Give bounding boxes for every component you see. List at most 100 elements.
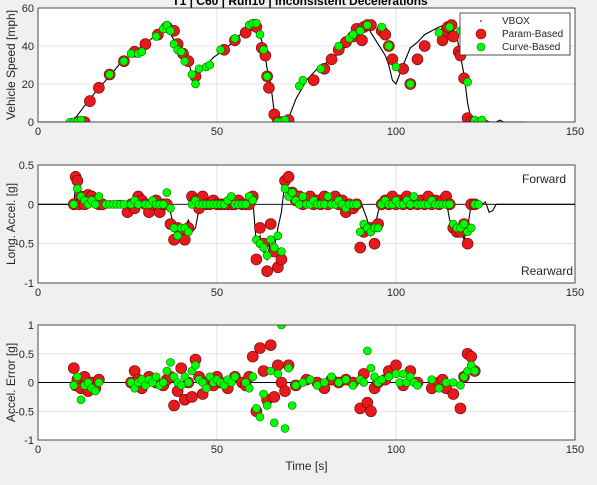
error-point-curve-based <box>291 381 301 390</box>
accel-point-curve-based <box>162 188 172 197</box>
speed-point-curve-based <box>126 49 136 58</box>
accel-point-curve-based <box>173 231 182 241</box>
error-point-curve-based <box>94 378 104 387</box>
error-point-curve-based <box>384 372 394 382</box>
error-point-curve-based <box>262 401 272 410</box>
annotation-rearward: Rearward <box>521 264 573 278</box>
error-xlabel: Time [s] <box>285 459 327 473</box>
error-point-param-based <box>175 362 187 374</box>
accel-point-param-based <box>282 171 295 183</box>
legend-vbox-label: VBOX <box>502 16 530 27</box>
error-ytick-label: 0 <box>28 378 34 390</box>
accel-point-curve-based <box>295 200 304 209</box>
speed-point-curve-based <box>105 70 114 79</box>
accel-point-curve-based <box>73 184 82 193</box>
accel-point-curve-based <box>248 196 258 205</box>
error-point-curve-based <box>298 378 308 387</box>
accel-xtick-label: 50 <box>211 287 223 299</box>
error-point-curve-based <box>277 325 286 330</box>
accel-data-layer <box>38 171 575 278</box>
error-point-curve-based <box>201 383 211 393</box>
speed-point-param-based <box>356 34 368 47</box>
speed-point-curve-based <box>230 34 240 43</box>
speed-point-curve-based <box>280 115 290 122</box>
error-point-curve-based <box>341 375 351 384</box>
error-point-curve-based <box>166 358 175 367</box>
error-point-curve-based <box>273 369 283 379</box>
accel-ytick-label: 0.5 <box>19 160 34 172</box>
accel-point-curve-based <box>259 243 268 252</box>
accel-point-curve-based <box>352 200 361 209</box>
accel-point-curve-based <box>466 223 476 233</box>
accel-point-param-based <box>250 253 263 266</box>
error-xtick-label: 50 <box>211 444 223 456</box>
annotation-forward: Forward <box>522 172 566 186</box>
error-point-curve-based <box>76 395 86 405</box>
error-point-curve-based <box>162 366 172 376</box>
speed-xtick-label: 50 <box>211 126 223 138</box>
error-point-curve-based <box>287 401 297 410</box>
error-point-curve-based <box>280 424 290 433</box>
error-point-curve-based <box>176 381 186 390</box>
accel-point-curve-based <box>355 227 365 237</box>
speed-point-curve-based <box>262 72 272 81</box>
error-point-param-based <box>268 391 281 403</box>
accel-point-curve-based <box>287 188 297 197</box>
accel-ylabel: Long. Accel. [g] <box>4 183 18 265</box>
accel-ytick-label: -0.5 <box>15 239 34 251</box>
error-point-param-based <box>365 405 377 418</box>
accel-point-curve-based <box>94 192 104 201</box>
error-point-curve-based <box>312 381 322 390</box>
accel-point-curve-based <box>241 200 250 209</box>
speed-xtick-label: 0 <box>35 126 41 138</box>
accel-point-curve-based <box>133 200 143 209</box>
accel-point-curve-based <box>373 223 383 233</box>
error-point-curve-based <box>434 383 444 393</box>
accel-point-curve-based <box>166 203 175 213</box>
legend-vbox-marker <box>480 20 482 22</box>
speed-point-curve-based <box>259 45 268 55</box>
accel-point-param-based <box>368 237 381 250</box>
error-point-curve-based <box>456 381 465 390</box>
error-point-param-based <box>390 359 402 372</box>
error-ytick-label: -0.5 <box>15 406 34 418</box>
legend: VBOX Param-Based Curve-Based <box>459 12 571 56</box>
speed-point-curve-based <box>252 18 261 28</box>
speed-point-curve-based <box>151 32 161 41</box>
error-point-curve-based <box>366 363 376 373</box>
speed-point-param-based <box>447 30 460 43</box>
error-ytick-label: -1 <box>24 435 34 447</box>
speed-point-curve-based <box>434 28 444 38</box>
error-point-curve-based <box>470 366 480 376</box>
accel-point-curve-based <box>409 192 419 201</box>
error-point-curve-based <box>244 383 254 393</box>
speed-point-curve-based <box>477 115 487 122</box>
error-point-curve-based <box>334 378 344 387</box>
error-xtick-label: 100 <box>387 444 405 456</box>
error-point-curve-based <box>441 378 451 387</box>
error-point-curve-based <box>284 363 293 373</box>
accel-point-curve-based <box>280 184 290 193</box>
error-point-curve-based <box>230 372 240 382</box>
accel-point-curve-based <box>169 223 179 233</box>
error-point-curve-based <box>151 372 161 382</box>
error-point-curve-based <box>255 412 265 422</box>
error-data-layer <box>68 325 481 433</box>
speed-point-curve-based <box>316 64 326 74</box>
speed-ylabel: Vehicle Speed [mph] <box>4 10 18 120</box>
speed-point-curve-based <box>76 115 86 122</box>
speed-point-param-based <box>93 82 105 94</box>
speed-point-curve-based <box>191 79 200 89</box>
speed-point-param-based <box>84 95 96 107</box>
accel-point-curve-based <box>406 200 415 209</box>
speed-point-curve-based <box>391 62 401 72</box>
error-point-param-based <box>68 362 80 374</box>
speed-point-param-based <box>307 74 320 86</box>
speed-point-curve-based <box>205 60 215 70</box>
error-point-curve-based <box>259 389 268 399</box>
accel-ytick-label: -1 <box>24 278 34 290</box>
speed-point-curve-based <box>176 47 186 57</box>
accel-point-curve-based <box>69 200 79 209</box>
